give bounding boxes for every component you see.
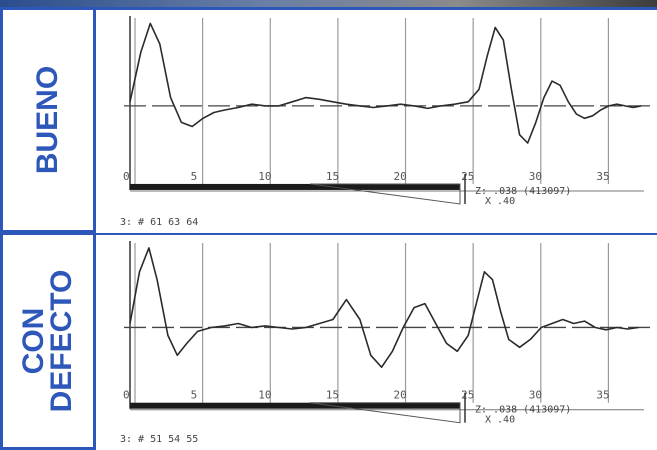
footer-right-text-2: X .40 <box>485 415 515 426</box>
x-tick-label: 35 <box>596 389 609 402</box>
gate-marker <box>309 183 461 205</box>
x-tick-label: 10 <box>258 389 271 402</box>
footer-left-text: 3: # 51 54 55 <box>120 434 198 445</box>
x-tick-label: 25 <box>461 170 474 183</box>
x-tick-label: 15 <box>326 170 339 183</box>
waveform-line <box>129 247 639 368</box>
x-tick-label: 35 <box>596 170 609 183</box>
panel-label: CON DEFECTO <box>17 269 78 413</box>
x-tick-label: 30 <box>529 389 542 402</box>
footer-right-text-2: X .40 <box>485 196 515 207</box>
gate-marker <box>309 402 461 424</box>
panel-label-box: BUENO <box>0 7 96 233</box>
panel-label: BUENO <box>31 65 64 175</box>
panel-con-defecto: CON DEFECTO 0 5 10 15 20 25 30 35 3: # 51 54 55 Z… <box>0 233 657 450</box>
panel-label-line-2: DEFECTO <box>45 269 78 413</box>
x-tick-label: 0 <box>123 389 130 402</box>
chart-bueno: 0 5 10 15 20 25 30 35 3: # 61 63 64 Z: .038 (4130… <box>120 16 650 228</box>
waveform-line <box>129 22 642 144</box>
footer-right-text: Z: .038 (413097) <box>475 405 571 416</box>
plot-area: 0 5 10 15 20 25 30 35 3: # 51 54 55 Z: .038 (4130… <box>96 233 657 450</box>
x-tick-label: 20 <box>394 389 407 402</box>
x-tick-label: 0 <box>123 170 130 183</box>
x-tick-label: 5 <box>191 170 198 183</box>
x-tick-label: 30 <box>529 170 542 183</box>
panel-bueno: BUENO 0 5 10 15 20 25 30 35 3: # 61 63 64 Z: .038… <box>0 7 657 233</box>
x-tick-label: 10 <box>258 170 271 183</box>
footer-left-text: 3: # 61 63 64 <box>120 217 198 228</box>
x-tick-label: 5 <box>191 389 198 402</box>
footer-right-text: Z: .038 (413097) <box>475 186 571 197</box>
chart-con-defecto: 0 5 10 15 20 25 30 35 3: # 51 54 55 Z: .038 (4130… <box>120 241 650 445</box>
plot-area: 0 5 10 15 20 25 30 35 3: # 61 63 64 Z: .038 (4130… <box>96 7 657 233</box>
x-axis-bar <box>130 402 460 409</box>
top-color-strip <box>0 0 657 7</box>
x-tick-label: 25 <box>461 389 474 402</box>
x-tick-label: 15 <box>326 389 339 402</box>
x-tick-label: 20 <box>394 170 407 183</box>
x-axis-bar <box>130 183 460 190</box>
panel-label-box: CON DEFECTO <box>0 233 96 450</box>
